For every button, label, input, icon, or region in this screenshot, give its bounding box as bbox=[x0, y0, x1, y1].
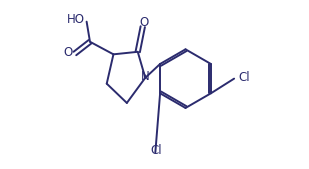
Text: Cl: Cl bbox=[150, 144, 162, 156]
Text: HO: HO bbox=[67, 13, 85, 26]
Text: N: N bbox=[141, 70, 150, 83]
Text: O: O bbox=[139, 16, 148, 29]
Text: O: O bbox=[63, 46, 72, 59]
Text: Cl: Cl bbox=[238, 71, 250, 84]
